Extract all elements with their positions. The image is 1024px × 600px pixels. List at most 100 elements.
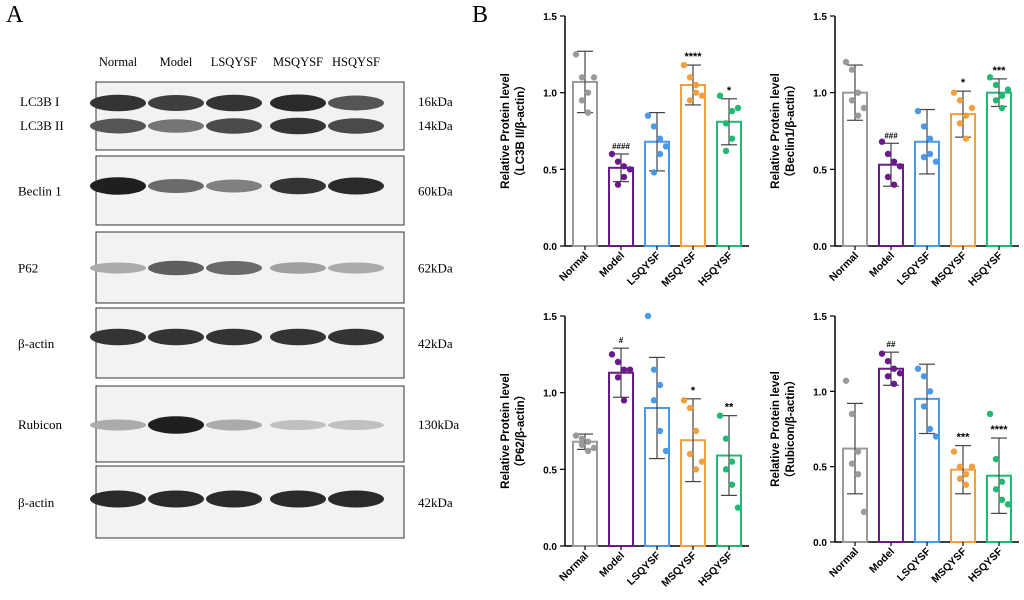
- x-tick-label: LSQYSF: [625, 249, 664, 288]
- data-point: [722, 120, 730, 127]
- lane-label: Model: [160, 55, 193, 69]
- significance-label: ####: [612, 142, 630, 151]
- x-tick-label: Normal: [827, 250, 861, 284]
- bar-chart-1: 0.0 0.5 1.0 1.5 Relative Protein level （LC3B …: [500, 12, 749, 289]
- band: [270, 117, 326, 135]
- data-point: [572, 432, 580, 439]
- panel-b-label: B: [472, 2, 489, 28]
- y-tick-label: 1.0: [813, 387, 827, 398]
- data-point: [932, 158, 940, 165]
- band: [206, 419, 262, 431]
- data-point: [962, 112, 970, 119]
- data-point: [920, 373, 928, 380]
- data-point: [722, 435, 730, 442]
- data-point: [692, 427, 700, 435]
- y-tick-label: 0.0: [813, 538, 827, 549]
- data-point: [656, 150, 664, 158]
- data-point: [716, 92, 724, 99]
- significance-label: ***: [993, 65, 1007, 77]
- data-point: [956, 475, 964, 482]
- y-tick-label: 1.5: [543, 12, 557, 23]
- data-point: [968, 104, 976, 112]
- data-point: [884, 373, 892, 380]
- y-axis-label: Relative Protein level: [500, 73, 512, 189]
- data-point: [662, 143, 670, 150]
- data-point: [968, 463, 976, 470]
- data-point: [650, 169, 658, 176]
- data-point: [854, 448, 862, 455]
- data-point: [614, 358, 622, 366]
- x-tick-label: Model: [867, 250, 897, 280]
- data-point: [926, 388, 934, 395]
- band: [328, 177, 384, 195]
- band: [328, 118, 384, 134]
- data-point: [734, 104, 742, 112]
- y-tick-label: 0.5: [543, 465, 557, 476]
- data-point: [728, 107, 736, 115]
- band: [270, 94, 326, 112]
- data-point: [728, 458, 736, 465]
- y-axis-label: Relative Protein level: [770, 371, 782, 487]
- data-point: [926, 135, 934, 142]
- data-point: [698, 92, 706, 99]
- y-tick-label: 0.5: [543, 165, 557, 176]
- y-axis-label: Relative Protein level: [500, 373, 512, 489]
- data-point: [890, 181, 898, 188]
- data-point: [962, 135, 970, 142]
- data-point: [878, 350, 886, 357]
- band: [328, 420, 384, 430]
- y-tick-label: 1.5: [813, 12, 827, 23]
- data-point: [878, 138, 886, 145]
- band: [148, 95, 204, 111]
- data-point: [656, 135, 664, 142]
- data-point: [842, 377, 850, 384]
- band: [206, 328, 262, 346]
- data-point: [890, 380, 898, 387]
- data-point: [578, 435, 586, 442]
- band: [90, 419, 146, 431]
- data-point: [986, 410, 994, 418]
- data-point: [656, 427, 664, 435]
- data-point: [962, 481, 970, 488]
- x-tick-label: LSQYSF: [895, 249, 934, 288]
- kda-label: 62kDa: [418, 261, 453, 276]
- bar-chart-4: 0.0 0.5 1.0 1.5 Relative Protein level （Rubic…: [770, 312, 1019, 585]
- y-tick-label: 1.0: [813, 89, 827, 100]
- data-point: [728, 481, 736, 488]
- x-tick-label: MSQYSF: [929, 249, 969, 289]
- x-tick-label: HSQYSF: [966, 249, 1005, 288]
- band: [90, 118, 146, 134]
- data-point: [926, 150, 934, 158]
- significance-label: ##: [887, 340, 896, 349]
- data-point: [686, 74, 694, 81]
- blot-box: [95, 81, 405, 151]
- data-point: [590, 74, 598, 81]
- data-point: [686, 97, 694, 104]
- band: [206, 118, 262, 134]
- data-point: [578, 97, 586, 104]
- data-point: [626, 166, 634, 173]
- data-point: [932, 433, 940, 440]
- bar: [680, 84, 706, 247]
- x-tick-label: Model: [597, 250, 627, 280]
- data-point: [728, 135, 736, 142]
- protein-label: P62: [18, 261, 38, 276]
- data-point: [608, 351, 616, 358]
- data-point: [854, 112, 862, 119]
- data-point: [620, 366, 628, 373]
- data-point: [734, 504, 742, 511]
- kda-label: 60kDa: [418, 184, 453, 199]
- data-point: [626, 366, 634, 373]
- data-point: [998, 478, 1006, 485]
- data-point: [884, 150, 892, 158]
- data-point: [926, 425, 934, 433]
- x-tick-label: Model: [867, 546, 897, 576]
- data-point: [914, 365, 922, 372]
- band: [206, 179, 262, 193]
- x-tick-label: MSQYSF: [659, 249, 699, 289]
- band: [328, 95, 384, 111]
- bar-chart-2: 0.0 0.5 1.0 1.5 Relative Protein level （Becli…: [770, 12, 1019, 289]
- data-point: [962, 471, 970, 478]
- data-point: [572, 51, 580, 58]
- band: [270, 177, 326, 195]
